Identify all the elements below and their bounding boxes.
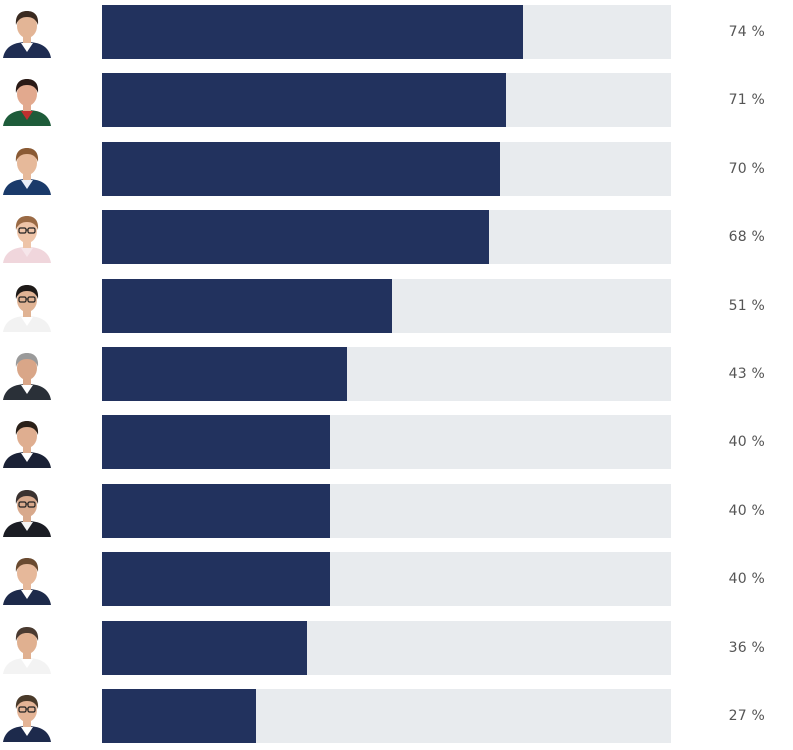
bar-row: 51 %	[0, 278, 793, 333]
data-label: 43 %	[728, 366, 765, 382]
portrait-avatar	[3, 284, 51, 332]
data-label: 51 %	[728, 297, 765, 314]
bar-row: 40 %	[0, 483, 793, 538]
bar	[102, 278, 393, 333]
data-label: 74 %	[728, 24, 765, 40]
bar-row: 74 %	[0, 5, 793, 59]
data-label: 40 %	[728, 502, 765, 519]
bar	[102, 210, 489, 265]
bar-row: 27 %	[0, 689, 793, 743]
data-label: 36 %	[728, 639, 765, 656]
bar-row: 68 %	[0, 210, 793, 265]
portrait-avatar	[3, 353, 51, 400]
data-label: 40 %	[728, 434, 765, 451]
bar-track	[102, 415, 671, 470]
bar	[102, 5, 524, 59]
bar-track	[102, 278, 671, 333]
bar	[102, 620, 307, 675]
bar-row: 36 %	[0, 620, 793, 675]
portrait-avatar	[3, 421, 51, 469]
bar-track	[102, 141, 671, 196]
portrait-avatar	[3, 558, 51, 606]
data-label: 71 %	[728, 92, 765, 109]
bar-track	[102, 73, 671, 128]
bar	[102, 552, 330, 607]
bar-row: 71 %	[0, 73, 793, 128]
bar-track	[102, 552, 671, 607]
data-label: 70 %	[728, 160, 765, 177]
bar-track	[102, 5, 671, 59]
bar-track	[102, 689, 671, 743]
bar	[102, 141, 501, 196]
bar-row: 70 %	[0, 141, 793, 196]
bar	[102, 689, 256, 743]
bar-track	[102, 347, 671, 401]
bar	[102, 483, 330, 538]
data-label: 40 %	[728, 571, 765, 588]
portrait-avatar	[3, 626, 51, 674]
bar	[102, 415, 330, 470]
bar-row: 40 %	[0, 415, 793, 470]
bar-track	[102, 483, 671, 538]
portrait-avatar	[3, 216, 51, 264]
bar	[102, 347, 347, 401]
portrait-avatar	[3, 489, 51, 537]
data-label: 27 %	[728, 708, 765, 724]
bar	[102, 73, 506, 128]
data-label: 68 %	[728, 229, 765, 246]
bar-row: 43 %	[0, 347, 793, 401]
portrait-avatar	[3, 79, 51, 127]
portrait-avatar	[3, 147, 51, 195]
bar-track	[102, 620, 671, 675]
bar-track	[102, 210, 671, 265]
portrait-avatar	[3, 695, 51, 742]
portrait-avatar	[3, 11, 51, 58]
bar-row: 40 %	[0, 552, 793, 607]
